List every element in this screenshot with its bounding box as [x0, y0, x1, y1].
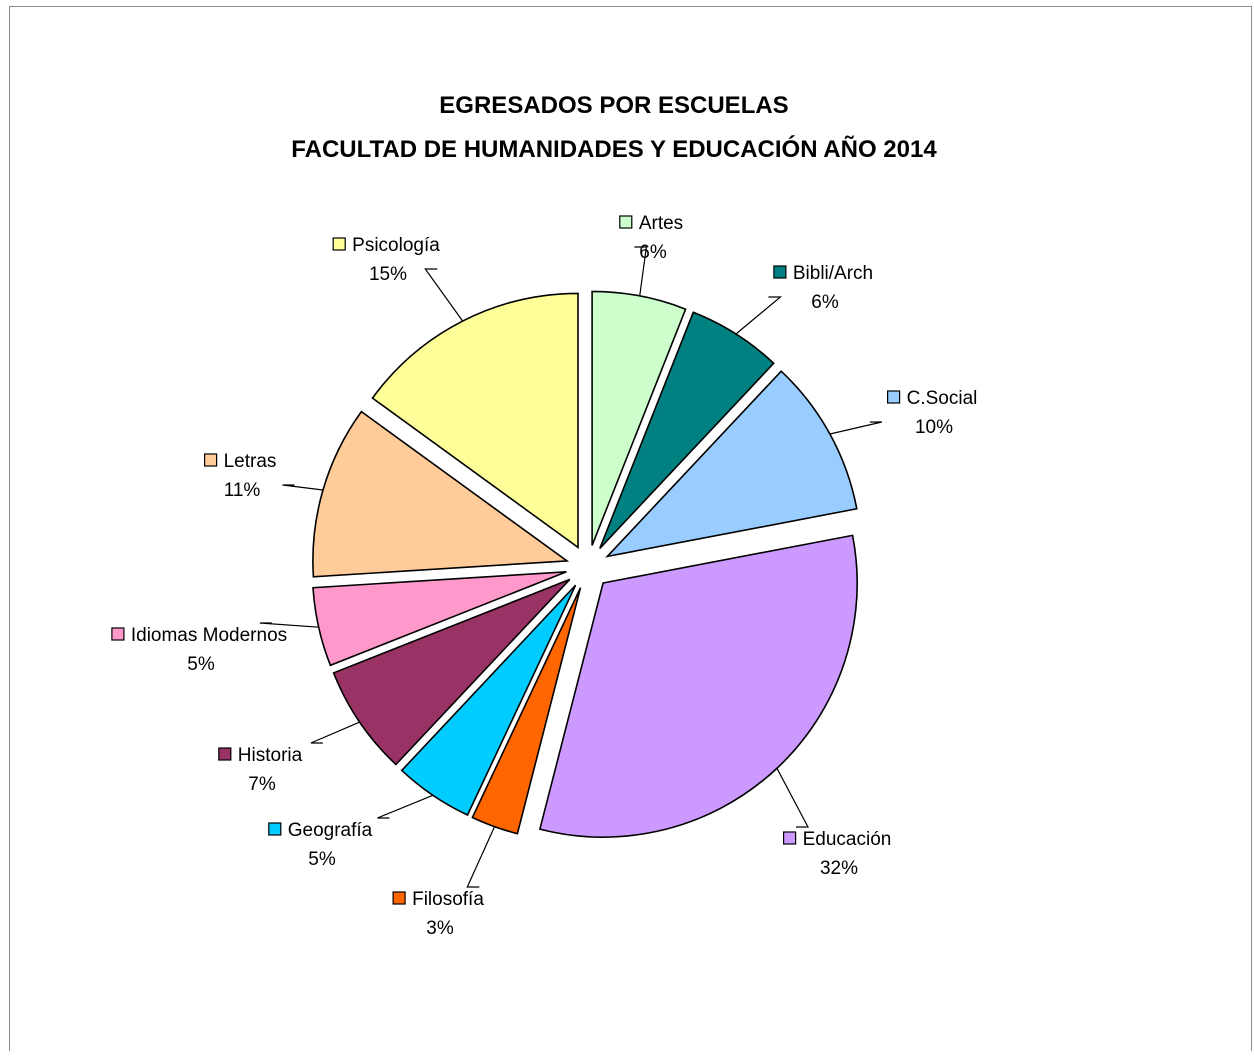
legend-key-c-social [886, 390, 901, 404]
slice-historia [332, 578, 571, 766]
label-percent-bibli-arch: 6% [811, 292, 839, 313]
label-name-historia: Historia [238, 745, 303, 766]
legend-key-psicologia [332, 237, 346, 251]
label-name-letras: Letras [224, 451, 277, 472]
leader-line-geografia [377, 794, 434, 819]
label-name-c-social: C.Social [907, 388, 978, 409]
label-percent-educacion: 32% [820, 858, 858, 879]
label-percent-geografia: 5% [308, 849, 336, 870]
leader-line-psicologia [424, 268, 464, 322]
legend-key-letras [204, 453, 218, 467]
data-label-letras: Letras 11% [204, 451, 277, 501]
leader-line-bibli-arch [735, 296, 783, 335]
label-percent-idiomas-modernos: 5% [187, 654, 215, 675]
data-label-filosofia: Filosofía 3% [392, 889, 484, 939]
label-name-geografia: Geografía [288, 820, 373, 841]
leader-line-letras [282, 484, 324, 491]
slice-geografia [400, 584, 577, 817]
data-label-c-social: C.Social 10% [886, 388, 978, 438]
legend-key-historia [218, 747, 232, 761]
data-labels: Artes 6% Bibli/Arch 6% C.Social 10% Educación 3… [111, 213, 978, 939]
legend-key-bibli-arch [773, 265, 787, 279]
legend-key-artes [619, 215, 633, 229]
data-label-bibli-arch: Bibli/Arch 6% [773, 263, 873, 313]
leader-line-educacion [776, 767, 809, 828]
label-name-bibli-arch: Bibli/Arch [793, 263, 873, 284]
leader-line-c-social [829, 421, 883, 435]
label-name-psicologia: Psicología [352, 235, 440, 256]
data-label-psicologia: Psicología 15% [332, 235, 440, 285]
pie-chart: EGRESADOS POR ESCUELAS FACULTAD DE HUMAN… [111, 92, 978, 939]
slice-filosofia [471, 587, 582, 835]
legend-key-idiomas-modernos [111, 627, 125, 641]
label-percent-c-social: 10% [915, 417, 953, 438]
slice-c-social [605, 370, 858, 558]
leader-line-filosofia [466, 826, 496, 888]
slice-idiomas-modernos [312, 571, 567, 667]
chart-title-line-2: FACULTAD DE HUMANIDADES Y EDUCACIÓN AÑO … [291, 135, 937, 163]
chart-title-line-1: EGRESADOS POR ESCUELAS [439, 92, 788, 119]
data-label-geografia: Geografía 5% [268, 820, 373, 870]
label-name-filosofia: Filosofía [412, 889, 484, 910]
label-name-artes: Artes [639, 213, 683, 234]
label-percent-historia: 7% [248, 774, 276, 795]
data-label-historia: Historia 7% [218, 745, 303, 795]
leader-line-idiomas-modernos [259, 622, 319, 628]
data-label-idiomas-modernos: Idiomas Modernos 5% [111, 625, 287, 675]
data-label-educacion: Educación 32% [782, 829, 892, 879]
pie-slices [312, 290, 858, 838]
legend-key-filosofia [392, 891, 406, 905]
slice-educacion [538, 534, 858, 838]
label-name-idiomas-modernos: Idiomas Modernos [131, 625, 287, 646]
leader-line-historia [310, 721, 360, 744]
label-name-educacion: Educación [803, 829, 892, 850]
slice-psicologia [371, 292, 579, 549]
legend-key-geografia [268, 822, 282, 836]
leader-lines [259, 246, 883, 888]
leader-line-artes [634, 246, 648, 296]
label-percent-filosofia: 3% [426, 918, 454, 939]
label-percent-artes: 6% [639, 242, 667, 263]
data-label-artes: Artes 6% [619, 213, 683, 263]
label-percent-psicologia: 15% [369, 264, 407, 285]
label-percent-letras: 11% [224, 480, 261, 501]
chart-frame: EGRESADOS POR ESCUELAS FACULTAD DE HUMAN… [9, 6, 1252, 1051]
legend-key-educacion [782, 831, 797, 845]
